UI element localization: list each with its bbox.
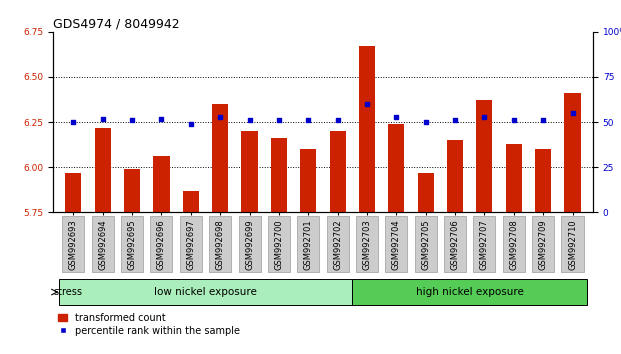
FancyBboxPatch shape <box>62 216 84 272</box>
Text: GSM992701: GSM992701 <box>304 219 313 270</box>
Bar <box>535 149 551 212</box>
Text: GSM992710: GSM992710 <box>568 219 577 270</box>
Bar <box>476 101 492 212</box>
Text: GSM992703: GSM992703 <box>363 219 371 270</box>
FancyBboxPatch shape <box>179 216 202 272</box>
Bar <box>388 124 404 212</box>
Text: GSM992698: GSM992698 <box>215 219 225 270</box>
Bar <box>124 169 140 212</box>
Point <box>215 114 225 120</box>
Text: GSM992709: GSM992709 <box>538 219 548 270</box>
FancyBboxPatch shape <box>327 216 348 272</box>
Bar <box>330 131 346 212</box>
Text: GSM992697: GSM992697 <box>186 219 195 270</box>
Text: low nickel exposure: low nickel exposure <box>154 287 257 297</box>
FancyBboxPatch shape <box>268 216 290 272</box>
Text: GSM992694: GSM992694 <box>98 219 107 270</box>
Point <box>391 114 401 120</box>
Text: GSM992708: GSM992708 <box>509 219 519 270</box>
Point <box>450 118 460 123</box>
Point <box>68 119 78 125</box>
Bar <box>505 144 522 212</box>
Text: GSM992702: GSM992702 <box>333 219 342 270</box>
FancyBboxPatch shape <box>473 216 496 272</box>
Text: GDS4974 / 8049942: GDS4974 / 8049942 <box>53 18 179 31</box>
Text: high nickel exposure: high nickel exposure <box>416 287 524 297</box>
Bar <box>212 104 229 212</box>
Text: GSM992695: GSM992695 <box>127 219 137 270</box>
FancyBboxPatch shape <box>238 216 261 272</box>
Legend: transformed count, percentile rank within the sample: transformed count, percentile rank withi… <box>58 313 240 336</box>
Text: GSM992700: GSM992700 <box>274 219 283 270</box>
FancyBboxPatch shape <box>58 279 352 306</box>
Bar <box>564 93 581 212</box>
Point <box>274 118 284 123</box>
FancyBboxPatch shape <box>150 216 173 272</box>
FancyBboxPatch shape <box>415 216 437 272</box>
FancyBboxPatch shape <box>352 279 587 306</box>
Text: GSM992699: GSM992699 <box>245 219 254 270</box>
Point <box>97 116 107 121</box>
Point <box>186 121 196 127</box>
Text: stress: stress <box>53 287 82 297</box>
FancyBboxPatch shape <box>92 216 114 272</box>
Text: GSM992693: GSM992693 <box>69 219 78 270</box>
Bar <box>359 46 375 212</box>
Bar <box>271 138 287 212</box>
Point <box>303 118 313 123</box>
FancyBboxPatch shape <box>444 216 466 272</box>
Bar <box>153 156 170 212</box>
FancyBboxPatch shape <box>385 216 407 272</box>
Bar <box>65 173 81 212</box>
Point <box>156 116 166 121</box>
Text: GSM992705: GSM992705 <box>421 219 430 270</box>
Point <box>362 101 372 107</box>
FancyBboxPatch shape <box>503 216 525 272</box>
Point <box>420 119 430 125</box>
Point <box>245 118 255 123</box>
Bar <box>417 173 433 212</box>
Bar <box>94 127 111 212</box>
FancyBboxPatch shape <box>532 216 554 272</box>
Bar <box>447 140 463 212</box>
Point <box>509 118 519 123</box>
Text: GSM992696: GSM992696 <box>157 219 166 270</box>
Text: GSM992706: GSM992706 <box>451 219 460 270</box>
Bar <box>300 149 316 212</box>
FancyBboxPatch shape <box>121 216 143 272</box>
FancyBboxPatch shape <box>356 216 378 272</box>
FancyBboxPatch shape <box>297 216 319 272</box>
Text: GSM992707: GSM992707 <box>480 219 489 270</box>
Text: GSM992704: GSM992704 <box>392 219 401 270</box>
FancyBboxPatch shape <box>209 216 231 272</box>
Point <box>568 110 578 116</box>
Point <box>127 118 137 123</box>
Point <box>333 118 343 123</box>
FancyBboxPatch shape <box>561 216 584 272</box>
Point <box>479 114 489 120</box>
Bar <box>242 131 258 212</box>
Point <box>538 118 548 123</box>
Bar <box>183 191 199 212</box>
